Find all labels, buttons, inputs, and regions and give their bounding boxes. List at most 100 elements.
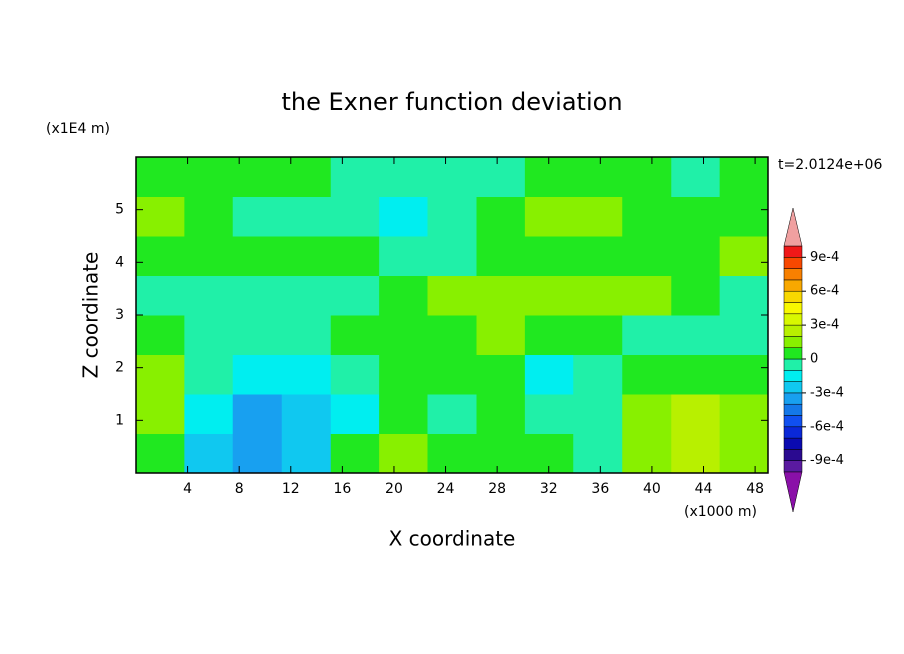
y-tick-label: 2: [115, 360, 124, 376]
contour-cell: [573, 196, 623, 237]
contour-cell: [671, 315, 721, 355]
contour-cell: [136, 433, 185, 474]
contour-cell: [184, 394, 234, 434]
contour-cell: [719, 275, 769, 316]
contour-cell: [622, 157, 672, 197]
contour-cell: [427, 315, 478, 355]
colorbar-band: [783, 403, 803, 416]
contour-cell: [232, 275, 283, 316]
contour-cell: [232, 315, 283, 355]
contour-cell: [573, 394, 623, 434]
contour-cell: [184, 157, 234, 197]
colorbar-band: [783, 381, 803, 394]
contour-cell: [281, 236, 332, 276]
contour-cell: [671, 196, 721, 237]
contour-cell: [476, 236, 526, 276]
contour-cell: [622, 315, 672, 355]
colorbar-extend-high: [783, 207, 803, 247]
colorbar-band: [783, 392, 803, 405]
x-tick-label: 44: [695, 481, 713, 497]
x-tick-label: 4: [183, 481, 192, 497]
contour-cell: [719, 157, 769, 197]
colorbar-band: [783, 415, 803, 428]
colorbar-band: [783, 245, 803, 258]
x-unit: (x1000 m): [684, 504, 757, 520]
x-tick-label: 24: [437, 481, 455, 497]
contour-cell: [136, 196, 185, 237]
contour-cell: [671, 394, 721, 434]
contour-cell: [524, 275, 574, 316]
contour-cell: [427, 157, 478, 197]
x-tick-label: 12: [282, 481, 300, 497]
colorbar-band: [783, 347, 803, 360]
contour-cell: [232, 354, 283, 395]
x-tick-label: 28: [488, 481, 506, 497]
colorbar-band: [783, 336, 803, 348]
contour-cell: [232, 196, 283, 237]
y-tick-label: 1: [115, 412, 124, 428]
contour-cell: [524, 315, 574, 355]
colorbar-tick-label: -6e-4: [810, 419, 844, 434]
contour-cell: [671, 433, 721, 474]
contour-cell: [379, 315, 428, 355]
contour-cell: [136, 157, 185, 197]
contour-cell: [281, 315, 332, 355]
contour-cell: [719, 394, 769, 434]
contour-cell: [476, 354, 526, 395]
chart-title: the Exner function deviation: [281, 88, 622, 116]
contour-cell: [476, 315, 526, 355]
colorbar-band: [783, 268, 803, 281]
contour-cell: [671, 354, 721, 395]
colorbar-band: [783, 290, 803, 303]
contour-cell: [573, 157, 623, 197]
contour-cell: [184, 275, 234, 316]
contour-cell: [379, 275, 428, 316]
colorbar-band: [783, 426, 803, 439]
contour-cell: [232, 157, 283, 197]
contour-cell: [379, 433, 428, 474]
contour-cell: [379, 394, 428, 434]
contour-cell: [232, 433, 283, 474]
contour-cell: [427, 236, 478, 276]
contour-cell: [476, 433, 526, 474]
contour-cell: [136, 236, 185, 276]
contour-cell: [330, 196, 380, 237]
contour-cell: [622, 433, 672, 474]
contour-cell: [622, 275, 672, 316]
x-tick-label: 20: [385, 481, 403, 497]
contour-cell: [184, 433, 234, 474]
colorbar-tick-label: -3e-4: [810, 385, 844, 400]
colorbar-band: [783, 449, 803, 461]
contour-cell: [719, 354, 769, 395]
colorbar-band: [783, 370, 803, 382]
contour-cell: [719, 315, 769, 355]
contour-cell: [427, 394, 478, 434]
colorbar-tick-label: 0: [810, 352, 818, 367]
contour-cell: [476, 275, 526, 316]
y-unit: (x1E4 m): [46, 121, 110, 137]
x-tick-label: 48: [746, 481, 764, 497]
contour-cell: [524, 354, 574, 395]
x-tick-label: 36: [591, 481, 609, 497]
contour-cell: [281, 354, 332, 395]
contour-cell: [281, 433, 332, 474]
contour-cell: [622, 236, 672, 276]
contour-cell: [573, 433, 623, 474]
contour-cell: [330, 236, 380, 276]
contour-cell: [573, 236, 623, 276]
contour-cell: [476, 157, 526, 197]
x-tick-label: 16: [333, 481, 351, 497]
contour-cell: [622, 354, 672, 395]
contour-cell: [573, 354, 623, 395]
contour-cell: [136, 275, 185, 316]
contour-cell: [573, 315, 623, 355]
contour-cell: [427, 433, 478, 474]
contour-cell: [427, 196, 478, 237]
colorbar-band: [783, 460, 803, 473]
colorbar-band: [783, 437, 803, 450]
contour-cell: [184, 354, 234, 395]
y-tick-label: 5: [115, 202, 124, 218]
contour-cell: [476, 196, 526, 237]
contour-cell: [136, 354, 185, 395]
colorbar-tick-label: 9e-4: [810, 250, 839, 265]
